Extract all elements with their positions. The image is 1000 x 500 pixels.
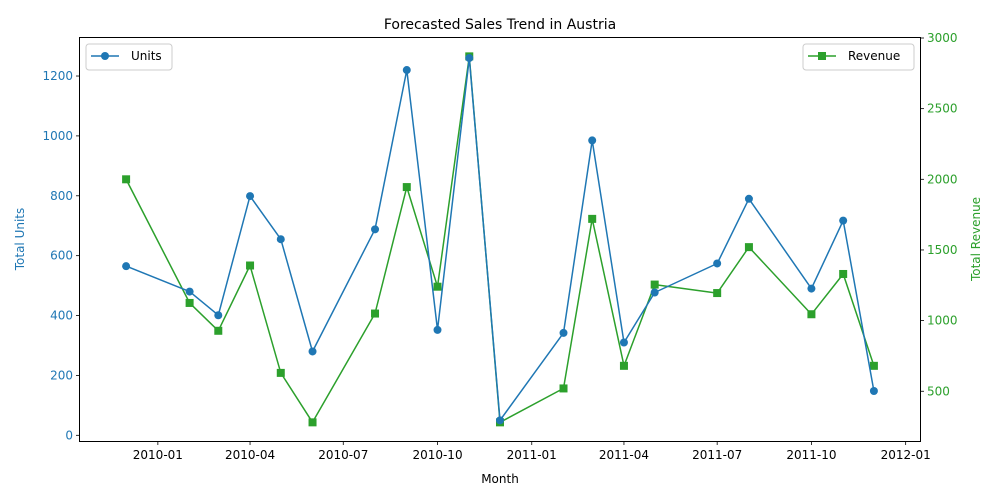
y-right-tick-label: 3000 xyxy=(927,31,958,45)
chart-title: Forecasted Sales Trend in Austria xyxy=(384,17,616,33)
y-axis-left: 0 200 400 600 800 1000 1200 xyxy=(42,69,80,442)
y-axis-right: 500 1000 1500 2000 2500 3000 xyxy=(920,31,958,398)
data-point-units xyxy=(839,216,848,225)
y-axis-left-label: Total Units xyxy=(13,208,27,272)
x-tick-label: 2011-10 xyxy=(786,448,836,462)
y-left-tick-label: 1200 xyxy=(42,69,73,83)
x-tick-label: 2010-04 xyxy=(225,448,275,462)
data-point-revenue xyxy=(559,384,568,393)
data-point-revenue xyxy=(869,361,878,370)
y-left-tick-label: 600 xyxy=(50,249,73,263)
data-point-revenue xyxy=(122,175,131,184)
data-point-revenue xyxy=(308,418,317,427)
data-point-units xyxy=(214,311,223,320)
data-point-units xyxy=(807,284,816,293)
y-right-tick-label: 2000 xyxy=(927,172,958,186)
data-point-revenue xyxy=(839,269,848,278)
y-left-tick-label: 0 xyxy=(65,428,73,442)
x-tick-label: 2010-10 xyxy=(412,448,462,462)
data-point-units xyxy=(588,136,597,145)
data-point-units xyxy=(433,325,442,334)
legend-revenue: Revenue xyxy=(802,43,915,71)
data-point-units xyxy=(308,347,317,356)
data-point-units xyxy=(869,386,878,395)
data-point-units xyxy=(496,416,504,425)
data-point-units xyxy=(713,259,722,268)
series-line-units xyxy=(125,57,875,422)
data-point-revenue xyxy=(276,368,285,377)
data-point-revenue xyxy=(371,309,380,318)
x-tick-label: 2010-07 xyxy=(318,448,368,462)
data-point-units xyxy=(185,287,194,296)
plot-frame xyxy=(79,37,921,442)
legend-frame xyxy=(85,43,173,71)
data-point-revenue xyxy=(588,214,597,223)
y-right-tick-label: 1000 xyxy=(927,314,958,328)
data-point-units xyxy=(650,288,659,297)
legend-marker-revenue xyxy=(818,52,826,60)
y-left-tick-label: 1000 xyxy=(42,129,73,143)
data-point-units xyxy=(619,338,628,347)
data-point-revenue xyxy=(744,243,753,252)
x-tick-label: 2010-01 xyxy=(133,448,183,462)
data-point-units xyxy=(402,66,411,75)
y-left-tick-label: 800 xyxy=(50,189,73,203)
x-tick-label: 2012-01 xyxy=(881,448,931,462)
y-left-tick-label: 200 xyxy=(50,368,73,382)
data-point-revenue xyxy=(402,183,411,192)
data-point-units xyxy=(276,235,285,244)
legend-label-units: Units xyxy=(131,49,162,63)
x-tick-label: 2011-07 xyxy=(692,448,742,462)
data-point-revenue xyxy=(650,280,659,289)
data-point-revenue xyxy=(619,361,628,370)
y-right-tick-label: 2500 xyxy=(927,102,958,116)
data-point-units xyxy=(122,262,131,271)
data-point-revenue xyxy=(433,282,442,291)
data-point-units xyxy=(744,194,753,203)
y-right-tick-label: 1500 xyxy=(927,243,958,257)
legend-units: Units xyxy=(85,43,173,71)
data-point-units xyxy=(246,192,255,201)
x-tick-label: 2011-04 xyxy=(599,448,649,462)
legend-marker-units xyxy=(101,52,109,60)
legend-frame xyxy=(802,43,915,71)
plot-marks xyxy=(122,52,878,427)
data-point-revenue xyxy=(807,310,816,319)
x-axis: 2010-01 2010-04 2010-07 2010-10 2011-01 2011-… xyxy=(133,441,931,462)
y-axis-right-label: Total Revenue xyxy=(969,197,983,282)
y-left-tick-label: 400 xyxy=(50,309,73,323)
data-point-revenue xyxy=(246,261,255,270)
data-point-units xyxy=(559,328,568,337)
data-point-revenue xyxy=(214,326,223,335)
x-tick-label: 2011-01 xyxy=(507,448,557,462)
data-point-units xyxy=(465,54,474,63)
legend-label-revenue: Revenue xyxy=(848,49,900,63)
data-point-revenue xyxy=(185,298,194,307)
x-axis-label: Month xyxy=(481,472,519,486)
data-point-units xyxy=(371,225,380,234)
y-right-tick-label: 500 xyxy=(927,384,950,398)
data-point-revenue xyxy=(713,289,722,298)
